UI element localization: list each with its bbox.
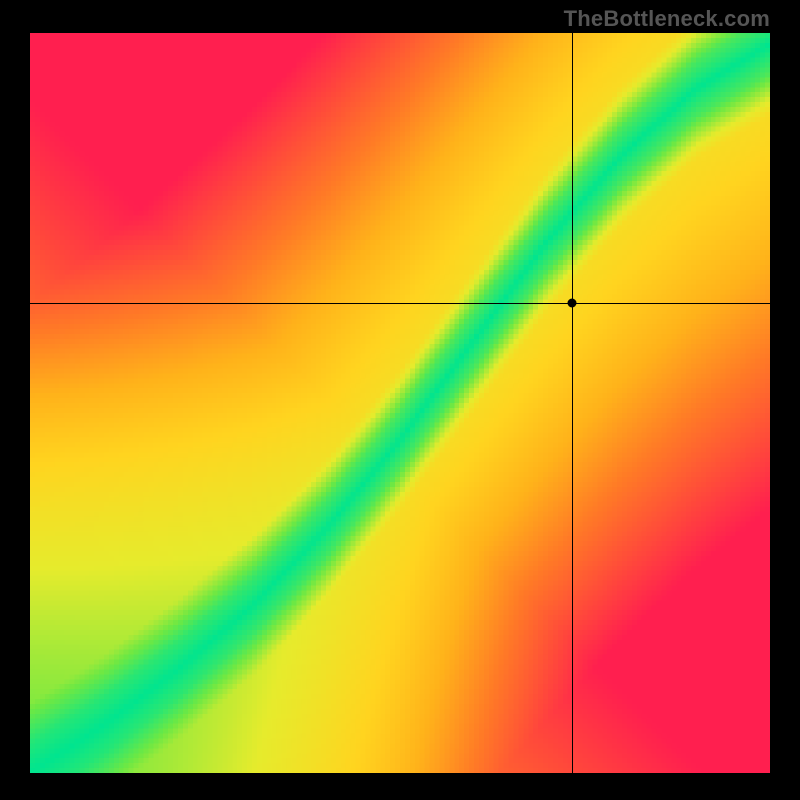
crosshair-horizontal [30,303,770,304]
heatmap-canvas [30,33,770,773]
crosshair-marker [568,299,577,308]
crosshair-vertical [572,33,573,773]
bottleneck-heatmap [30,33,770,773]
source-watermark: TheBottleneck.com [564,6,770,32]
